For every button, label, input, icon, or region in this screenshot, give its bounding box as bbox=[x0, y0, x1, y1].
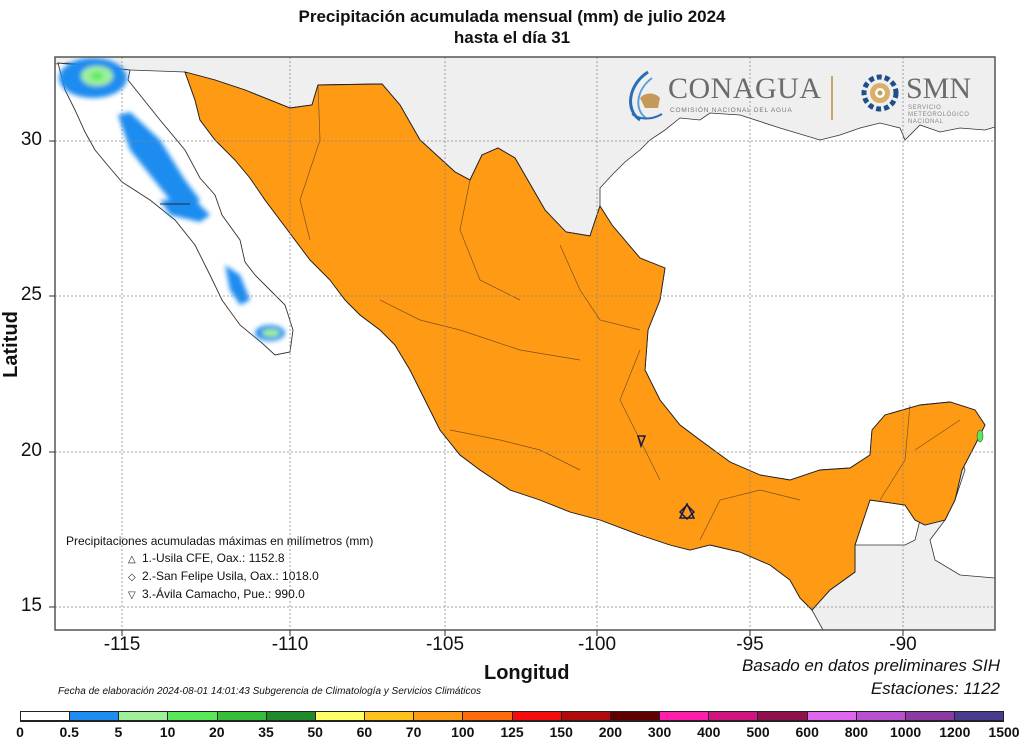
conagua-logo-subtitle: COMISIÓN NACIONAL DEL AGUA bbox=[670, 107, 793, 114]
colorbar-segment bbox=[709, 712, 759, 720]
conagua-logo-icon bbox=[629, 70, 663, 122]
y-tick-label: 20 bbox=[20, 440, 42, 461]
colorbar-segment bbox=[315, 712, 366, 720]
state-borders bbox=[160, 84, 961, 541]
colorbar-label: 35 bbox=[258, 724, 274, 740]
colorbar-segment bbox=[414, 712, 464, 720]
colorbar-label: 20 bbox=[209, 724, 225, 740]
smn-logo-subtitle: SERVICIO METEOROLÓGICO NACIONAL bbox=[908, 105, 969, 126]
colorbar-label: 500 bbox=[746, 724, 770, 740]
colorbar-label: 0 bbox=[16, 724, 24, 740]
y-tick-label: 30 bbox=[20, 129, 42, 150]
x-tick-label: -95 bbox=[736, 634, 764, 655]
colorbar-segment bbox=[856, 712, 906, 720]
colorbar-segment bbox=[512, 712, 562, 720]
colorbar-label: 300 bbox=[647, 724, 672, 740]
smn-subtitle-line: METEOROLÓGICO bbox=[908, 112, 970, 118]
colorbar-label: 5 bbox=[114, 724, 123, 740]
colorbar-axis bbox=[20, 721, 1004, 722]
max-3-triangle-down-marker bbox=[636, 435, 647, 449]
data-source-note: Basado en datos preliminares SIH bbox=[742, 656, 1000, 675]
colorbar bbox=[20, 711, 1004, 721]
y-tick-label: 25 bbox=[20, 284, 42, 305]
colorbar-segment bbox=[217, 712, 267, 720]
chart-title-line-2: hasta el día 31 bbox=[453, 28, 571, 47]
colorbar-label: 800 bbox=[844, 724, 869, 740]
chart-title-line-1: Precipitación acumulada mensual (mm) de … bbox=[298, 7, 726, 26]
y-axis-label: Latitud bbox=[0, 311, 22, 378]
maxima-heading: Precipitaciones acumuladas máximas en mi… bbox=[66, 534, 374, 548]
colorbar-segment bbox=[70, 712, 120, 720]
x-tick-label: -110 bbox=[271, 634, 309, 655]
conagua-logo-text: CONAGUA bbox=[668, 72, 822, 105]
smn-subtitle-line: SERVICIO bbox=[908, 105, 942, 111]
x-tick-label: -115 bbox=[103, 634, 141, 655]
colorbar-segment bbox=[807, 712, 857, 720]
colorbar-label: 60 bbox=[356, 724, 373, 740]
max-2-diamond-marker bbox=[678, 503, 696, 521]
grid-lines bbox=[55, 57, 995, 630]
maxima-item: ▽ 3.-Ávila Camacho, Pue.: 990.0 bbox=[128, 586, 373, 604]
colorbar-segment bbox=[119, 712, 169, 720]
colorbar-label: 125 bbox=[500, 724, 524, 740]
colorbar-segment bbox=[954, 712, 1004, 720]
stations-count: Estaciones: 1122 bbox=[870, 679, 1000, 698]
colorbar-segment bbox=[905, 712, 955, 720]
logo-divider bbox=[831, 76, 833, 120]
colorbar-label: 10 bbox=[159, 724, 176, 740]
colorbar-label: 150 bbox=[549, 724, 573, 740]
colorbar-segment bbox=[463, 712, 513, 720]
maxima-item-text: 2.-San Felipe Usila, Oax.: 1018.0 bbox=[142, 569, 319, 583]
colorbar-label: 400 bbox=[697, 724, 721, 740]
smn-logo-icon bbox=[861, 74, 899, 112]
x-tick-label: -105 bbox=[425, 634, 465, 655]
y-tick-label: 15 bbox=[20, 595, 42, 616]
colorbar-label: 1000 bbox=[890, 724, 922, 740]
maxima-item-text: 1.-Usila CFE, Oax.: 1152.8 bbox=[142, 551, 285, 565]
maxima-item-text: 3.-Ávila Camacho, Pue.: 990.0 bbox=[142, 587, 305, 601]
plot-frame bbox=[54, 56, 996, 631]
x-axis-label: Longitud bbox=[484, 662, 570, 684]
maxima-item: ◇ 2.-San Felipe Usila, Oax.: 1018.0 bbox=[128, 568, 373, 586]
colorbar-segment bbox=[758, 712, 808, 720]
colorbar-segment bbox=[610, 712, 661, 720]
diamond-icon: ◇ bbox=[128, 572, 136, 583]
maxima-legend: Precipitaciones acumuladas máximas en mi… bbox=[66, 533, 373, 604]
colorbar-segment bbox=[561, 712, 611, 720]
colorbar-label: 200 bbox=[598, 724, 623, 740]
maxima-item: △ 1.-Usila CFE, Oax.: 1152.8 bbox=[128, 550, 373, 568]
generation-date-note: Fecha de elaboración 2024-08-01 14:01:43… bbox=[58, 686, 482, 697]
colorbar-label: 50 bbox=[307, 724, 323, 740]
cozumel-island bbox=[976, 429, 984, 443]
colorbar-segment bbox=[660, 712, 710, 720]
colorbar-label: 1200 bbox=[939, 724, 971, 740]
tick-marks bbox=[49, 140, 904, 636]
colorbar-segment bbox=[21, 712, 71, 720]
colorbar-segment bbox=[365, 712, 415, 720]
colorbar-segment bbox=[266, 712, 316, 720]
station-markers bbox=[636, 435, 696, 521]
colorbar-label: 0.5 bbox=[59, 724, 79, 740]
colorbar-label: 100 bbox=[451, 724, 475, 740]
colorbar-segment bbox=[168, 712, 218, 720]
x-tick-label: -90 bbox=[889, 634, 917, 655]
triangle-down-icon: ▽ bbox=[128, 590, 136, 601]
colorbar-label: 70 bbox=[405, 724, 422, 740]
colorbar-label: 1500 bbox=[988, 724, 1020, 740]
colorbar-label: 600 bbox=[795, 724, 819, 740]
x-tick-label: -100 bbox=[577, 634, 617, 655]
triangle-up-icon: △ bbox=[128, 554, 136, 565]
colorbar-labels: 0 0.5 5 10 20 35 50 60 70 100 125 150 200 300 400 500 60… bbox=[0, 724, 1024, 744]
logo-header: CONAGUA COMISIÓN NACIONAL DEL AGUA SMN S… bbox=[624, 64, 984, 126]
smn-subtitle-line: NACIONAL bbox=[908, 119, 944, 125]
smn-logo-text: SMN bbox=[906, 72, 972, 105]
